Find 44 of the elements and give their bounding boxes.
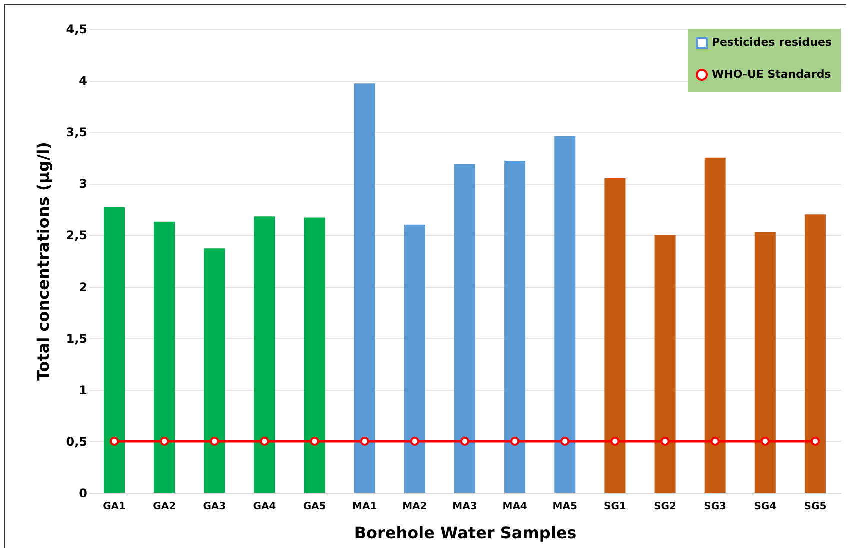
x-tick-label: SG5 bbox=[804, 502, 827, 512]
legend-label: WHO-UE Standards bbox=[712, 68, 832, 81]
y-tick-label: 3,5 bbox=[66, 126, 88, 140]
x-tick-label: MA5 bbox=[552, 502, 578, 512]
x-tick-label: SG1 bbox=[604, 502, 626, 512]
legend-label: Pesticides residues bbox=[712, 36, 832, 49]
bar bbox=[554, 136, 576, 493]
y-axis-title: Total concentrations (µg/l) bbox=[34, 142, 54, 381]
y-tick-label: 0 bbox=[79, 486, 88, 500]
y-tick-label: 4,5 bbox=[66, 22, 88, 36]
x-tick-label: MA1 bbox=[352, 502, 378, 512]
bar bbox=[654, 235, 676, 493]
x-tick-label: GA5 bbox=[303, 502, 326, 512]
bar bbox=[704, 158, 726, 493]
x-tick-label: MA2 bbox=[402, 502, 428, 512]
x-tick-label: SG3 bbox=[704, 502, 727, 512]
bar bbox=[454, 164, 476, 493]
y-tick-label: 1,5 bbox=[66, 332, 88, 346]
x-tick-label: SG2 bbox=[654, 502, 676, 512]
x-tick-label: MA4 bbox=[502, 502, 528, 512]
x-tick-label: GA2 bbox=[153, 502, 176, 512]
x-axis-title: Borehole Water Samples bbox=[354, 524, 577, 542]
bar bbox=[804, 214, 826, 493]
bar bbox=[154, 222, 176, 493]
x-tick-label: GA3 bbox=[203, 502, 226, 512]
bar bbox=[354, 84, 376, 493]
x-tick-label: SG4 bbox=[754, 502, 777, 512]
x-tick-label: MA3 bbox=[452, 502, 478, 512]
bar bbox=[104, 207, 126, 493]
bar bbox=[304, 218, 326, 493]
bar bbox=[254, 216, 276, 493]
y-tick-label: 0,5 bbox=[66, 434, 88, 449]
y-tick-label: 3 bbox=[79, 177, 88, 192]
y-tick-label: 1 bbox=[79, 383, 88, 398]
bar bbox=[504, 160, 526, 493]
bar bbox=[404, 224, 426, 493]
y-tick-label: 4 bbox=[79, 74, 88, 88]
y-tick-label: 2,5 bbox=[66, 228, 88, 243]
y-tick-label: 2 bbox=[79, 280, 88, 294]
x-tick-label: GA1 bbox=[103, 502, 126, 512]
bar bbox=[604, 178, 626, 493]
bar bbox=[754, 232, 776, 493]
x-tick-label: GA4 bbox=[253, 502, 276, 512]
bar bbox=[204, 248, 226, 493]
